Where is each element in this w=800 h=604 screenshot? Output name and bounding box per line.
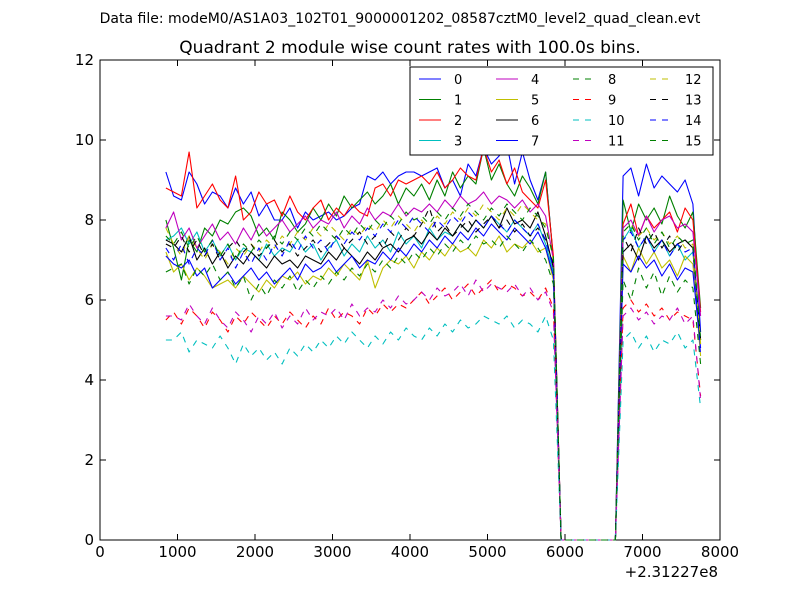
legend-label-11: 11	[608, 135, 625, 150]
y-tick-label: 2	[84, 451, 94, 469]
x-tick-label: 4000	[391, 543, 429, 561]
chart-title: Quadrant 2 module wise count rates with …	[179, 38, 640, 58]
y-tick-label: 10	[75, 131, 94, 149]
legend-label-6: 6	[531, 114, 539, 129]
series-line-10	[165, 315, 702, 541]
legend-label-8: 8	[608, 73, 616, 88]
x-tick-label: 1000	[158, 543, 196, 561]
legend-label-15: 15	[685, 135, 702, 150]
x-tick-label: 3000	[313, 543, 351, 561]
x-tick-label: 6000	[546, 543, 584, 561]
y-tick-label: 12	[75, 51, 94, 69]
series-line-15	[165, 203, 702, 541]
x-axis-offset-label: +2.31227e8	[625, 563, 718, 581]
series-line-14	[165, 211, 702, 541]
legend-label-9: 9	[608, 94, 616, 109]
legend-label-12: 12	[685, 73, 702, 88]
x-tick-label: 5000	[468, 543, 506, 561]
axis-group: 0 1000 2000 3000 4000 5000 6000 7000 80000246810…	[75, 51, 739, 561]
legend-label-10: 10	[608, 114, 625, 129]
y-tick-label: 6	[84, 291, 94, 309]
x-tick-label: 2000	[236, 543, 274, 561]
series-line-8	[165, 235, 702, 541]
legend-label-14: 14	[685, 114, 702, 129]
legend-label-2: 2	[454, 114, 462, 129]
y-tick-label: 0	[84, 531, 94, 549]
legend-label-0: 0	[454, 73, 462, 88]
legend-label-5: 5	[531, 94, 539, 109]
x-tick-label: 7000	[623, 543, 661, 561]
legend-label-4: 4	[531, 73, 539, 88]
legend-label-1: 1	[454, 94, 462, 109]
figure-suptitle: Data file: modeM0/AS1A03_102T01_90000012…	[100, 11, 701, 27]
legend-label-7: 7	[531, 135, 539, 150]
x-tick-label: 0	[95, 543, 105, 561]
series-group	[165, 143, 702, 541]
legend-label-3: 3	[454, 135, 462, 150]
y-tick-label: 4	[84, 371, 94, 389]
legend-label-13: 13	[685, 94, 702, 109]
x-tick-label: 8000	[701, 543, 739, 561]
y-tick-label: 8	[84, 211, 94, 229]
series-line-11	[165, 279, 702, 541]
